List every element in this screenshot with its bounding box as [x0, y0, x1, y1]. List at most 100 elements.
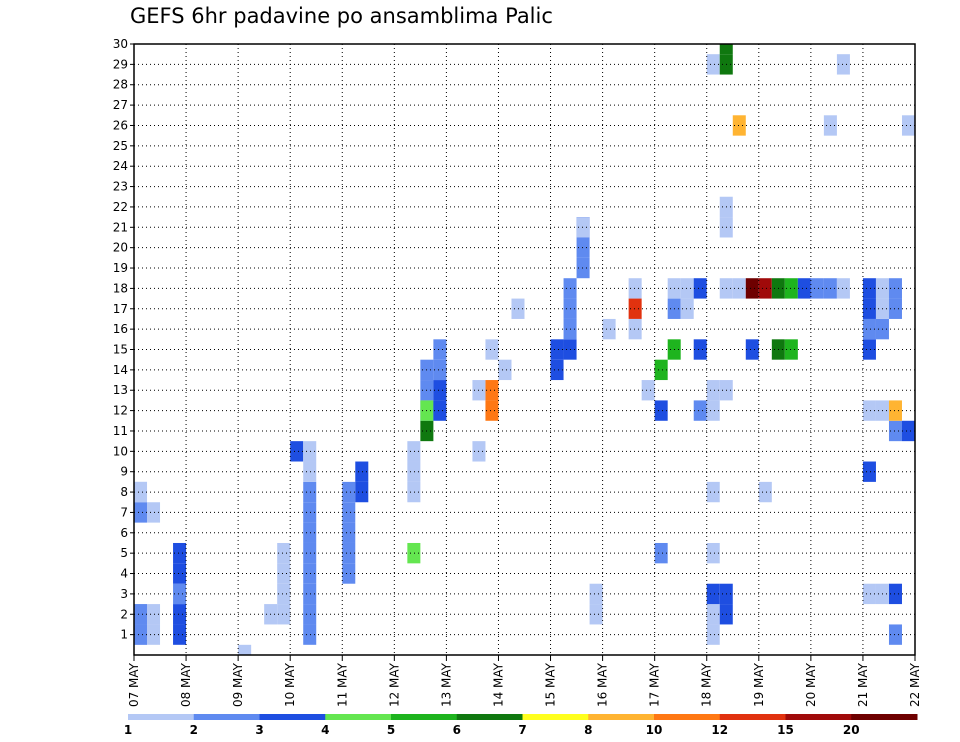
x-axis: 07 MAY 08 MAY 09 MAY 10 MAY 11 MAY 12 MAY 13 M…: [127, 655, 922, 707]
precip-cell: [745, 278, 759, 299]
y-tick-label: 28: [113, 78, 128, 92]
x-tick-label: 13 MAY: [439, 662, 453, 707]
y-tick-label: 27: [113, 98, 128, 112]
precip-cell: [901, 115, 915, 136]
precip-cell: [277, 604, 291, 625]
precip-cell: [680, 278, 694, 299]
precip-cell: [303, 542, 317, 564]
y-tick-label: 19: [113, 261, 128, 275]
precip-cell: [147, 604, 161, 625]
colorbar-label: 7: [518, 723, 526, 737]
y-axis: 1234567891011121314151617181920212223242…: [113, 37, 134, 642]
colorbar-label: 6: [453, 723, 461, 737]
precip-cell: [706, 380, 720, 401]
precip-cell: [862, 400, 876, 421]
precip-cell: [550, 359, 564, 381]
y-tick-label: 11: [113, 424, 128, 438]
precip-cell: [485, 380, 499, 401]
precip-cell: [407, 461, 421, 482]
x-tick-label: 14 MAY: [491, 662, 505, 707]
colorbar-label: 20: [843, 723, 860, 737]
precip-cell: [433, 400, 447, 421]
precip-cell: [576, 237, 590, 258]
x-tick-label: 18 MAY: [700, 662, 714, 707]
precip-cell: [173, 542, 187, 564]
colorbar-swatch: [456, 714, 523, 720]
precip-cell: [550, 339, 564, 360]
precip-cell: [134, 604, 148, 625]
y-tick-label: 9: [120, 465, 128, 479]
precip-cell: [862, 583, 876, 605]
precip-cell: [589, 604, 603, 625]
x-tick-label: 09 MAY: [231, 662, 245, 707]
precip-cell: [719, 44, 733, 55]
precip-cell: [836, 54, 850, 75]
y-tick-label: 18: [113, 281, 128, 295]
precip-cell: [433, 339, 447, 360]
y-tick-label: 6: [120, 526, 128, 540]
precip-cell: [303, 522, 317, 543]
precip-cell: [706, 54, 720, 75]
precip-cell: [303, 604, 317, 625]
precip-cell: [355, 481, 369, 503]
y-tick-label: 20: [113, 241, 128, 255]
precip-cell: [784, 339, 798, 360]
precip-cell: [576, 257, 590, 279]
colorbar-swatch: [851, 714, 918, 720]
precip-cell: [628, 278, 642, 299]
y-tick-label: 23: [113, 180, 128, 194]
precip-cell: [888, 420, 902, 442]
colorbar-label: 3: [255, 723, 263, 737]
precip-cell: [303, 563, 317, 584]
precip-cell: [706, 583, 720, 605]
x-tick-label: 11 MAY: [335, 662, 349, 707]
precip-cell: [706, 481, 720, 503]
precip-cell: [732, 278, 746, 299]
precip-cell: [173, 583, 187, 605]
precip-cell: [862, 318, 876, 340]
precip-cell: [797, 278, 811, 299]
y-tick-label: 16: [113, 322, 128, 336]
colorbar-swatch: [654, 714, 721, 720]
precip-cell: [693, 278, 707, 299]
colorbar-swatch: [719, 714, 786, 720]
y-tick-label: 17: [113, 302, 128, 316]
precip-cell: [836, 278, 850, 299]
precip-cell: [706, 624, 720, 645]
chart-title: GEFS 6hr padavine po ansamblima Palic: [130, 4, 553, 28]
precip-cell: [810, 278, 824, 299]
precip-cell: [888, 583, 902, 605]
precip-cell: [147, 502, 161, 523]
precip-cell: [303, 583, 317, 605]
precip-cell: [433, 359, 447, 381]
y-tick-label: 26: [113, 118, 128, 132]
precip-cell: [862, 278, 876, 299]
x-tick-label: 22 MAY: [908, 662, 922, 707]
precip-cell: [745, 339, 759, 360]
precip-cell: [238, 644, 252, 655]
precip-cell: [173, 624, 187, 645]
colorbar-swatch: [522, 714, 589, 720]
precip-cell: [342, 481, 356, 503]
precip-cell: [641, 380, 655, 401]
precip-cell: [303, 481, 317, 503]
x-tick-label: 15 MAY: [544, 662, 558, 707]
precip-cell: [134, 481, 148, 503]
precip-cell: [888, 298, 902, 319]
precip-cell: [290, 441, 304, 462]
precip-cell: [303, 441, 317, 462]
precip-cell: [693, 400, 707, 421]
colorbar-label: 8: [584, 723, 592, 737]
precip-cell: [706, 400, 720, 421]
precip-cell: [147, 624, 161, 645]
precip-cell: [342, 563, 356, 584]
precip-cell: [407, 441, 421, 462]
precip-cell: [303, 624, 317, 645]
precip-cell: [485, 339, 499, 360]
precip-cell: [277, 583, 291, 605]
precip-cell: [654, 542, 668, 564]
y-tick-label: 10: [113, 444, 128, 458]
precip-cell: [758, 278, 772, 299]
y-tick-label: 2: [120, 607, 128, 621]
